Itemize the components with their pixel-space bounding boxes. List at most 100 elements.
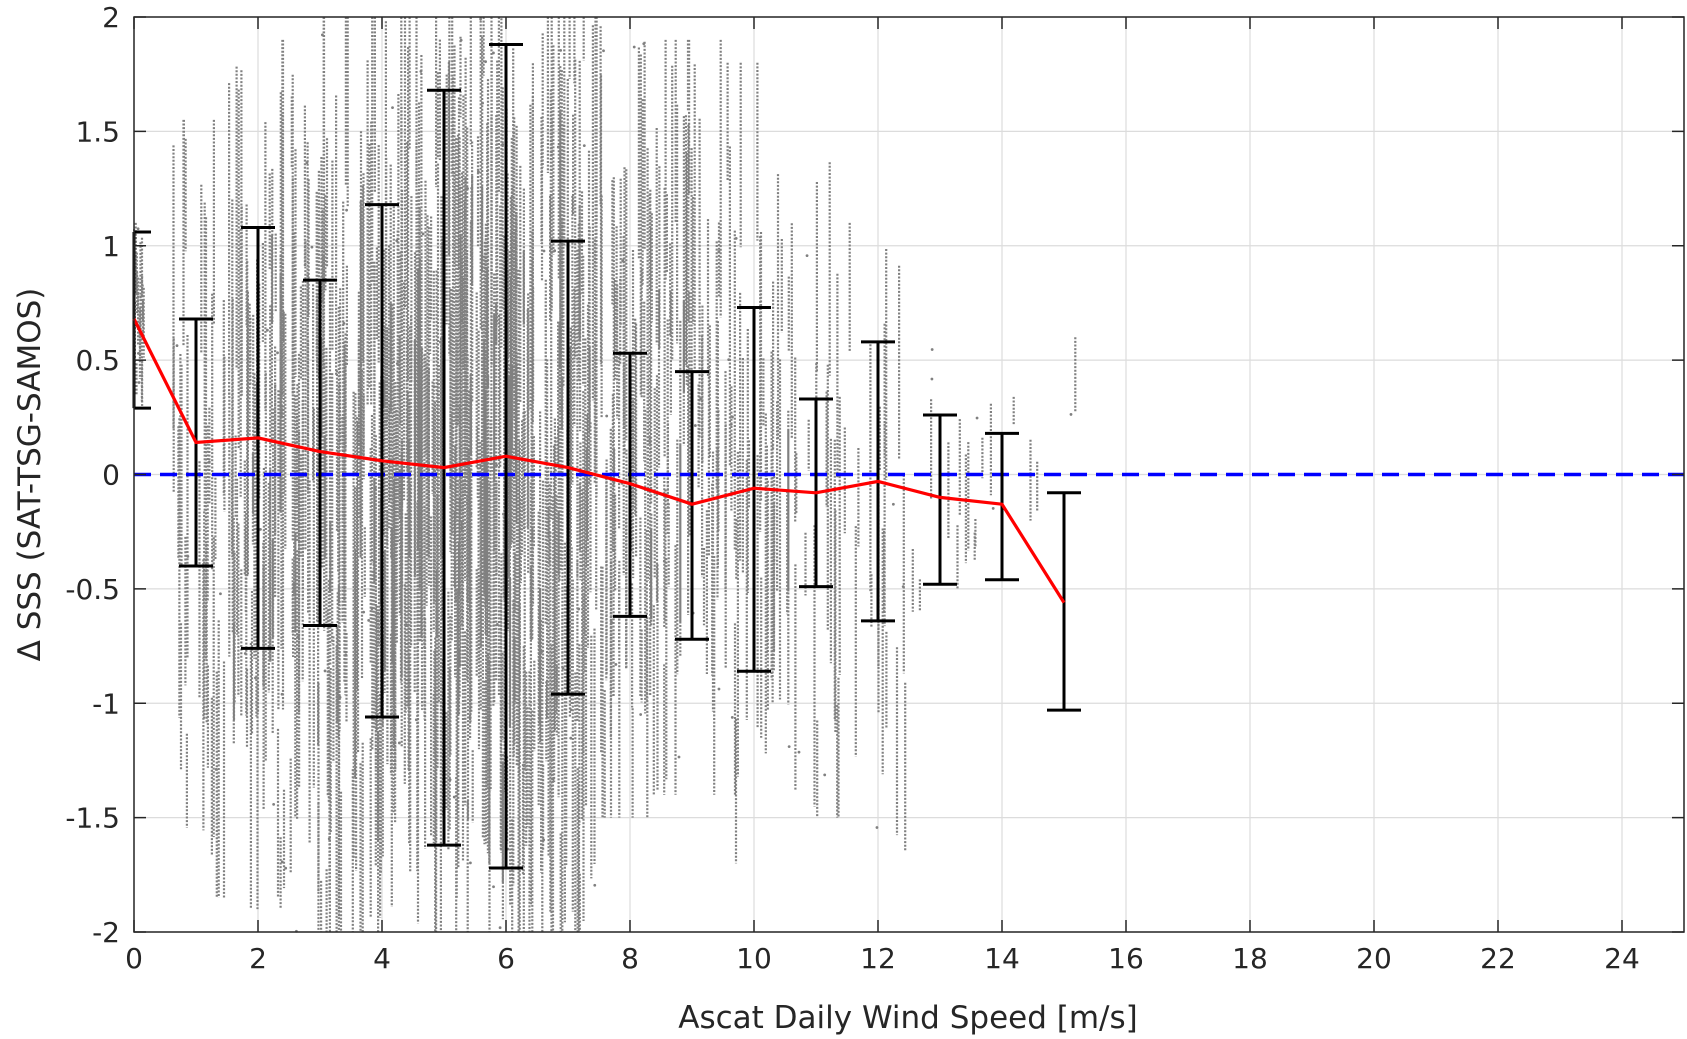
scatter-point (729, 422, 733, 426)
scatter-point (693, 424, 697, 427)
scatter-point (272, 802, 276, 806)
scatter-point (414, 718, 418, 722)
scatter-point (639, 713, 643, 716)
y-tick-label: -0.5 (65, 573, 120, 606)
scatter-point (372, 563, 376, 567)
scatter-point (280, 860, 284, 864)
y-tick-label: 0 (102, 459, 120, 492)
scatter-point (717, 687, 721, 691)
scatter-point (466, 187, 469, 190)
scatter-point (734, 237, 738, 240)
scatter-point (1069, 413, 1073, 416)
scatter-point (367, 618, 371, 622)
scatter-point (502, 512, 505, 516)
scatter-point (891, 502, 895, 506)
scatter-point (214, 767, 218, 771)
error-bar-13 (923, 413, 957, 586)
x-tick-label: 18 (1232, 942, 1268, 975)
y-tick-label: 1 (102, 230, 120, 263)
scatter-point (632, 45, 636, 49)
scatter-point (569, 736, 573, 740)
scatter-point (373, 486, 377, 490)
scatter-point (605, 414, 609, 418)
scatter-point (448, 778, 452, 782)
scatter-point (356, 511, 360, 515)
scatter-point (391, 106, 394, 110)
scatter-point (484, 60, 487, 64)
scatter-point (479, 17, 482, 21)
scatter-point (495, 463, 498, 467)
scatter-point (219, 592, 222, 596)
scatter-point (259, 527, 262, 531)
x-tick-label: 4 (373, 942, 391, 975)
scatter-point (323, 669, 327, 673)
scatter-point (975, 416, 979, 420)
scatter-point (556, 145, 560, 149)
scatter-point (731, 415, 734, 419)
x-tick-label: 8 (621, 942, 639, 975)
scatter-point (553, 249, 557, 253)
scatter-point (507, 450, 511, 454)
x-axis-ticks: 0 2 4 6 8 10 12 14 16 18 20 22 24 (125, 17, 1640, 975)
scatter-point (136, 227, 140, 231)
scatter-point (362, 610, 366, 614)
y-tick-label: -2 (92, 916, 120, 949)
scatter-point (310, 245, 314, 249)
scatter-point (320, 33, 324, 37)
scatter-point (787, 745, 791, 749)
y-tick-label: 2 (102, 1, 120, 34)
scatter-point (492, 51, 495, 55)
scatter-point (296, 635, 300, 639)
scatter-point (797, 750, 801, 754)
x-axis-title: Ascat Daily Wind Speed [m/s] (678, 1000, 1137, 1036)
scatter-point (452, 795, 456, 799)
scatter-point (459, 38, 463, 42)
x-tick-label: 6 (497, 942, 515, 975)
x-tick-label: 24 (1604, 942, 1640, 975)
scatter-point (551, 777, 555, 781)
scatter-point (397, 741, 401, 745)
scatter-point (276, 351, 279, 355)
scatter-point (569, 708, 573, 712)
scatter-point (254, 676, 257, 680)
scatter-point (449, 484, 453, 487)
scatter-point (559, 49, 563, 52)
scatter-point (370, 607, 374, 610)
scatter-point (344, 653, 348, 657)
scatter-point (621, 259, 625, 263)
scatter-point (498, 926, 502, 930)
scatter-point (338, 695, 342, 699)
scatter-point (930, 377, 934, 381)
scatter-point (421, 232, 425, 236)
scatter-point (540, 649, 544, 653)
scatter-point (477, 170, 480, 174)
scatter-point (542, 838, 546, 842)
scatter-point (823, 773, 827, 777)
scatter-point (280, 692, 284, 696)
scatter-point (501, 143, 505, 147)
mean-line (132, 318, 1066, 604)
scatter-point (642, 42, 646, 46)
scatter-point (875, 826, 879, 829)
scatter-point (930, 348, 934, 351)
scatter-point (469, 512, 473, 516)
scatter-point (284, 866, 288, 870)
y-axis-ticks: -2 -1.5 -1 -0.5 0 0.5 1 1.5 2 (65, 1, 1684, 949)
scatter-point (404, 623, 408, 627)
scatter-point (561, 666, 565, 670)
scatter-point (542, 249, 546, 253)
x-tick-label: 0 (125, 942, 143, 975)
scatter-point (593, 883, 597, 887)
scatter-point (395, 239, 399, 243)
scatter-point (137, 381, 141, 384)
scatter-point (439, 340, 442, 344)
scatter-point (610, 621, 613, 624)
scatter-point (305, 161, 309, 164)
scatter-point (901, 585, 905, 589)
scatter-point (481, 101, 484, 105)
scatter-point (345, 208, 349, 212)
scatter-point (717, 250, 721, 253)
y-tick-label: -1 (92, 687, 120, 720)
x-tick-label: 16 (1108, 942, 1144, 975)
scatter-point (805, 254, 809, 258)
